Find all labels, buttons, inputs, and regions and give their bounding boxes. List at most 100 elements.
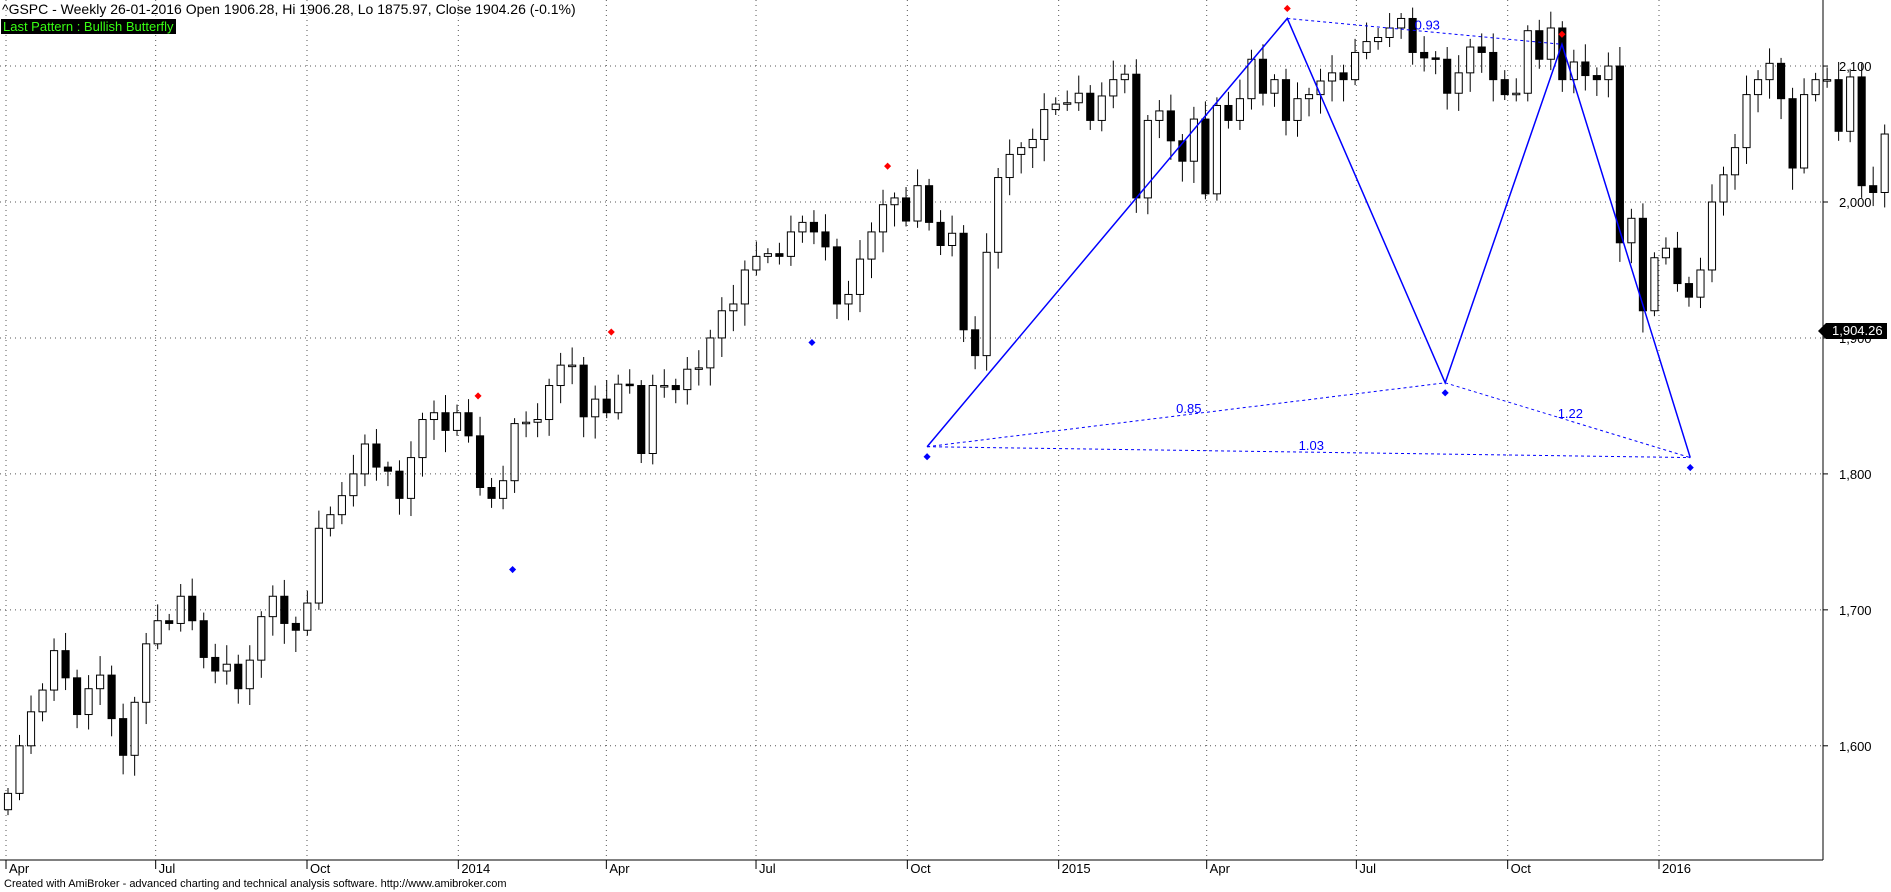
bull-candle	[314, 527, 323, 604]
bear-candle	[1673, 247, 1682, 285]
x-tick-label: Apr	[609, 861, 630, 876]
bull-candle	[96, 674, 105, 690]
last-price-tag: 1,904.26	[1818, 323, 1887, 339]
chart-title: ^GSPC - Weekly 26-01-2016 Open 1906.28, …	[2, 1, 576, 17]
bear-candle	[1408, 17, 1417, 53]
grid-lines	[0, 0, 1823, 860]
x-tick-label: Apr	[9, 861, 30, 876]
bull-candle	[1466, 46, 1475, 74]
ratio-line	[927, 446, 1691, 459]
bear-candle	[395, 470, 404, 499]
bear-candle	[73, 677, 82, 716]
ratio-label: 0.93	[1415, 17, 1440, 32]
bull-candle	[360, 443, 369, 475]
bull-candle	[1753, 79, 1763, 96]
bull-candle	[257, 616, 266, 661]
bear-candle	[1581, 61, 1590, 77]
bear-candle	[441, 412, 450, 431]
bull-candle	[1189, 118, 1198, 162]
x-tick-label: Oct	[910, 861, 931, 876]
bull-candle	[1362, 41, 1371, 53]
x-tick-label: Jul	[1359, 861, 1376, 876]
bear-candle	[901, 197, 911, 222]
pivot-high-marker	[1283, 4, 1291, 13]
y-tick-label: 1,600	[1839, 739, 1872, 754]
bull-candle	[1017, 147, 1026, 155]
x-tick-label: 2015	[1062, 861, 1091, 876]
bear-candle	[1201, 118, 1210, 195]
bear-candle	[188, 595, 197, 622]
bull-candle	[1028, 138, 1037, 149]
bear-candle	[925, 185, 934, 223]
bull-candle	[1040, 109, 1049, 140]
bear-candle	[959, 232, 968, 331]
bull-candle	[683, 368, 692, 391]
bull-candle	[153, 620, 162, 645]
bull-candle	[26, 711, 36, 747]
bull-candle	[717, 310, 726, 339]
bull-candle	[1765, 62, 1774, 81]
bear-candle	[1638, 217, 1647, 312]
bull-candle	[1097, 95, 1106, 121]
bear-candle	[119, 718, 128, 756]
bear-candle	[107, 674, 116, 720]
bear-candle	[625, 383, 634, 387]
bull-candle	[752, 255, 761, 271]
bull-candle	[1846, 76, 1855, 132]
bull-candle	[614, 383, 623, 414]
bear-candle	[1086, 92, 1095, 121]
bear-candle	[1281, 79, 1291, 121]
bull-candle	[1661, 247, 1671, 259]
bull-candle	[3, 792, 13, 811]
bull-candle	[1063, 102, 1072, 105]
bull-candle	[452, 412, 462, 431]
bear-candle	[1788, 98, 1797, 169]
bull-candle	[1351, 51, 1360, 81]
ratio-label: 0.85	[1176, 401, 1201, 416]
bull-candle	[337, 495, 346, 516]
butterfly-pattern: 0.93 0.85 1.22 1.03	[926, 17, 1691, 459]
bear-candle	[1443, 58, 1452, 94]
bull-candle	[591, 398, 600, 418]
bull-candle	[1155, 110, 1164, 121]
bear-candle	[1477, 46, 1486, 53]
bull-candle	[1374, 37, 1383, 43]
bull-candle	[1604, 65, 1613, 81]
bull-candle	[429, 412, 439, 421]
bull-candle	[660, 385, 669, 388]
pivot-high-marker	[607, 328, 615, 336]
bear-candle	[383, 466, 393, 472]
bear-candle	[637, 385, 646, 455]
bear-candle	[1834, 79, 1843, 132]
x-tick-label: Jul	[159, 861, 176, 876]
butterfly-legs	[926, 17, 1691, 458]
pivot-low-marker	[808, 338, 816, 347]
bear-candle	[1592, 75, 1601, 81]
y-tick-label: 2,100	[1839, 59, 1872, 74]
bull-candle	[1719, 174, 1728, 203]
bear-candle	[1224, 104, 1233, 121]
bull-candle	[349, 473, 358, 497]
bull-candle	[694, 367, 703, 370]
bear-candle	[1615, 65, 1624, 244]
bear-candle	[487, 486, 496, 499]
bear-candle	[1431, 57, 1440, 60]
bear-candle	[199, 620, 208, 658]
bull-candle	[130, 701, 139, 756]
bear-candle	[1489, 51, 1498, 81]
bull-candle	[1293, 98, 1302, 121]
ratio-label: 1.22	[1558, 406, 1583, 421]
y-tick-label: 1,700	[1839, 603, 1872, 618]
bull-candle	[1742, 94, 1751, 149]
bull-candle	[844, 293, 853, 305]
pivot-low-marker	[509, 566, 517, 574]
bull-candle	[222, 663, 231, 672]
bear-candle	[280, 595, 289, 624]
bear-candle	[61, 650, 70, 679]
bear-candle	[372, 443, 381, 468]
bear-candle	[1857, 76, 1866, 187]
bull-candle	[1109, 79, 1118, 97]
bear-candle	[936, 221, 945, 247]
bull-candle	[994, 177, 1003, 253]
bear-candle	[832, 246, 842, 305]
